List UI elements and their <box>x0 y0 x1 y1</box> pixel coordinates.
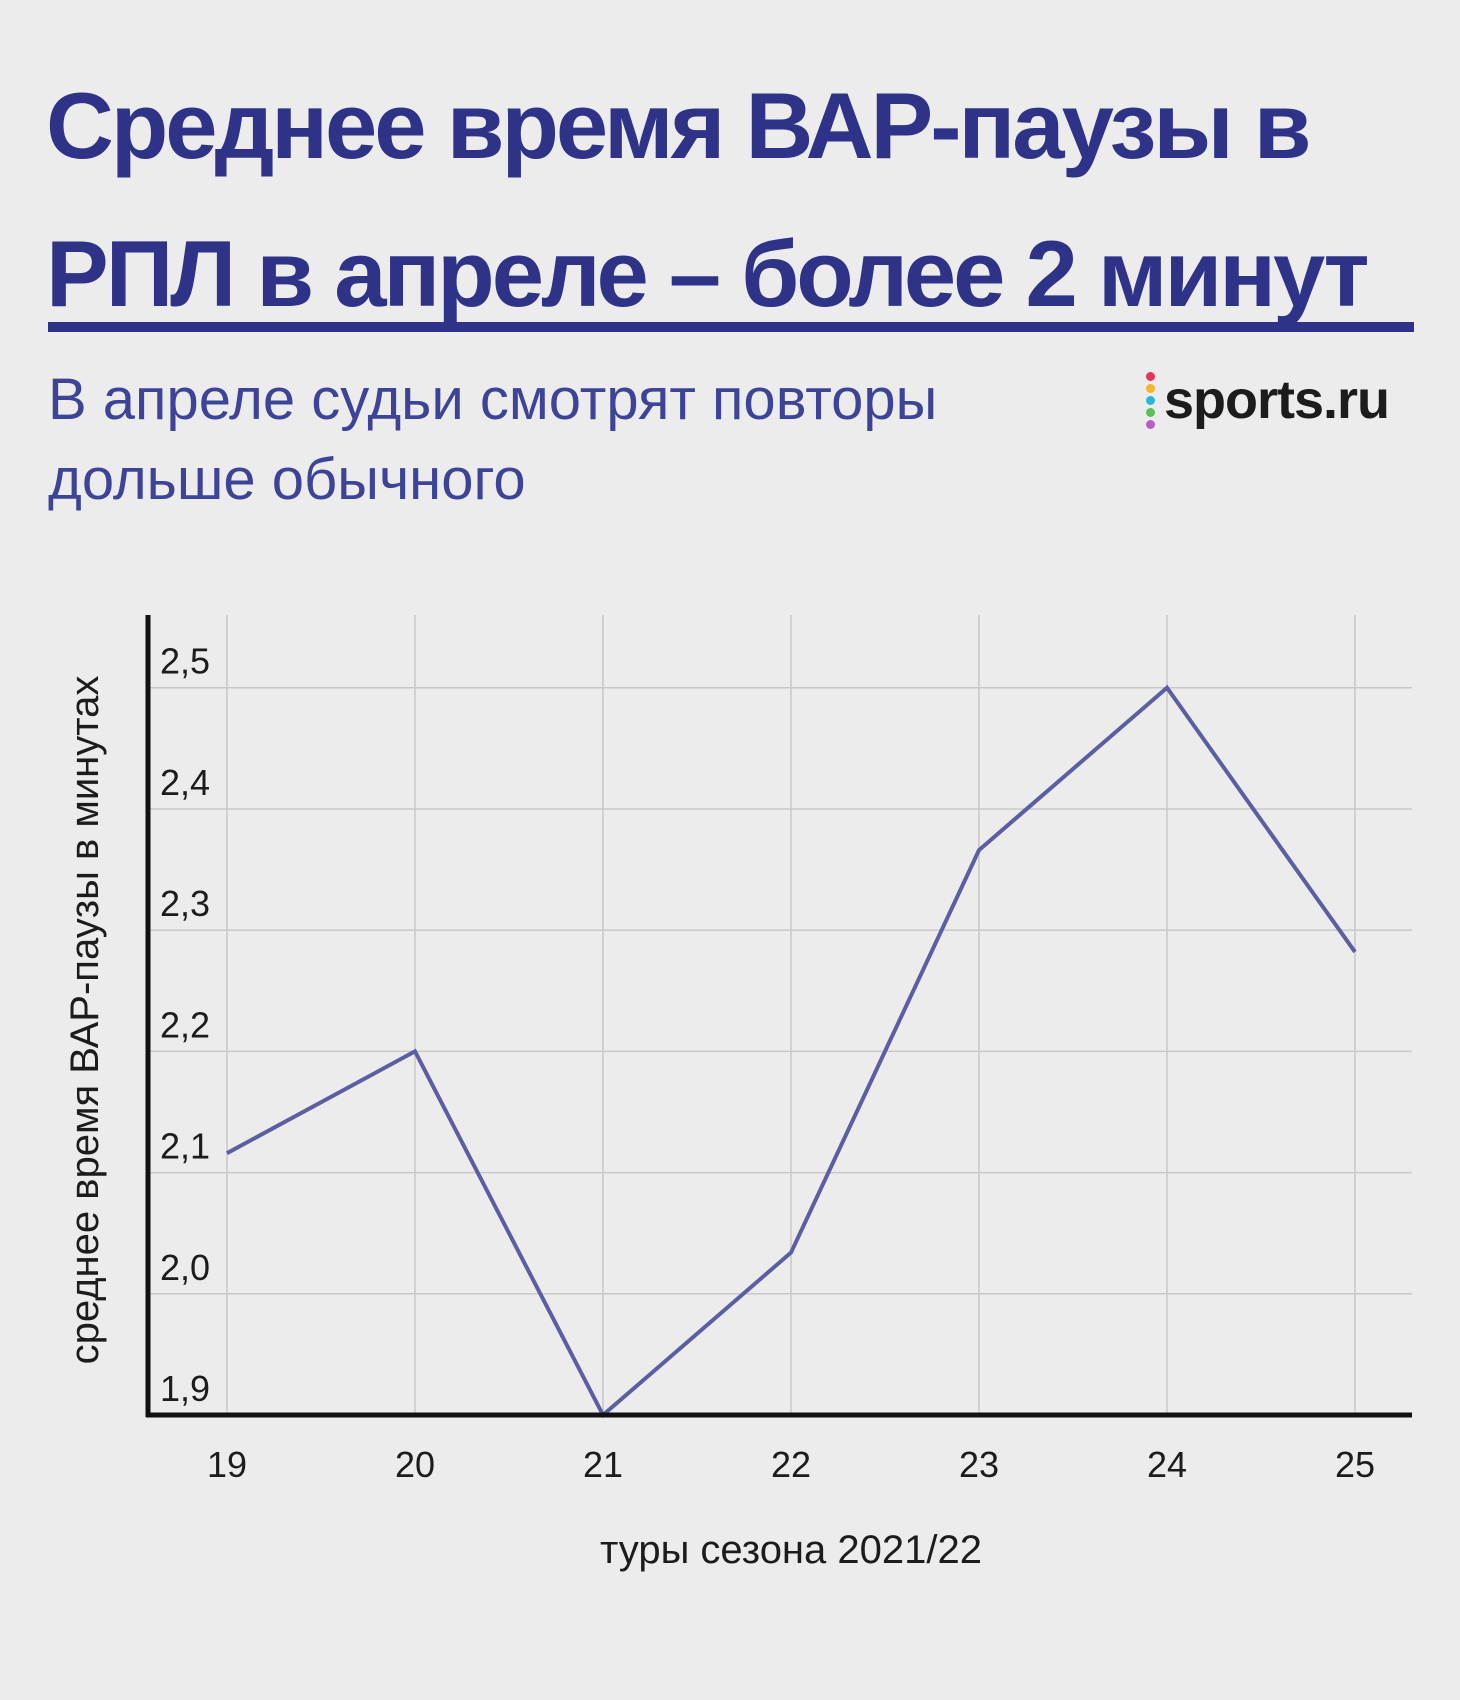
y-tick-label: 2,3 <box>160 883 210 924</box>
x-axis-ticks: 19 20 21 22 23 24 25 <box>207 1444 1375 1485</box>
y-axis-ticks: 1,9 2,0 2,1 2,2 2,3 2,4 2,5 <box>160 641 210 1409</box>
chart-axes <box>145 615 1412 1418</box>
x-axis-title: туры сезона 2021/22 <box>600 1528 982 1572</box>
logo-dot <box>1146 371 1155 381</box>
x-tick-label: 22 <box>771 1444 811 1485</box>
x-tick-label: 23 <box>959 1444 999 1485</box>
x-tick-label: 21 <box>583 1444 623 1485</box>
series-line <box>226 684 1357 1419</box>
x-tick-label: 25 <box>1335 1444 1375 1485</box>
logo-dot <box>1146 395 1155 405</box>
y-axis-title: среднее время ВАР-паузы в минутах <box>63 676 107 1365</box>
x-tick-label: 19 <box>207 1444 247 1485</box>
sports-ru-logo: sports.ru <box>1146 368 1390 432</box>
chart-grid <box>148 615 1412 1415</box>
logo-dot <box>1146 407 1155 417</box>
title-divider <box>48 322 1414 332</box>
y-tick-label: 2,2 <box>160 1004 210 1045</box>
chart-series <box>226 684 1357 1419</box>
logo-dot <box>1146 419 1155 429</box>
logo-wordmark: sports.ru <box>1164 370 1390 430</box>
chart-subtitle: В апреле судьи смотрят повторы дольше об… <box>48 367 938 512</box>
logo-dots-icon <box>1146 371 1155 429</box>
y-tick-label: 2,0 <box>160 1247 210 1288</box>
y-tick-label: 1,9 <box>160 1368 210 1409</box>
x-tick-label: 24 <box>1147 1444 1187 1485</box>
y-tick-label: 2,4 <box>160 762 210 803</box>
y-tick-label: 2,1 <box>160 1126 210 1167</box>
logo-dot <box>1146 383 1155 393</box>
x-tick-label: 20 <box>395 1444 435 1485</box>
line-chart: 1,9 2,0 2,1 2,2 2,3 2,4 2,5 19 20 21 22 23 24 25 тур… <box>63 615 1412 1572</box>
chart-title: Среднее время ВАР-паузы в РПЛ в апреле –… <box>46 73 1370 326</box>
y-tick-label: 2,5 <box>160 641 210 682</box>
